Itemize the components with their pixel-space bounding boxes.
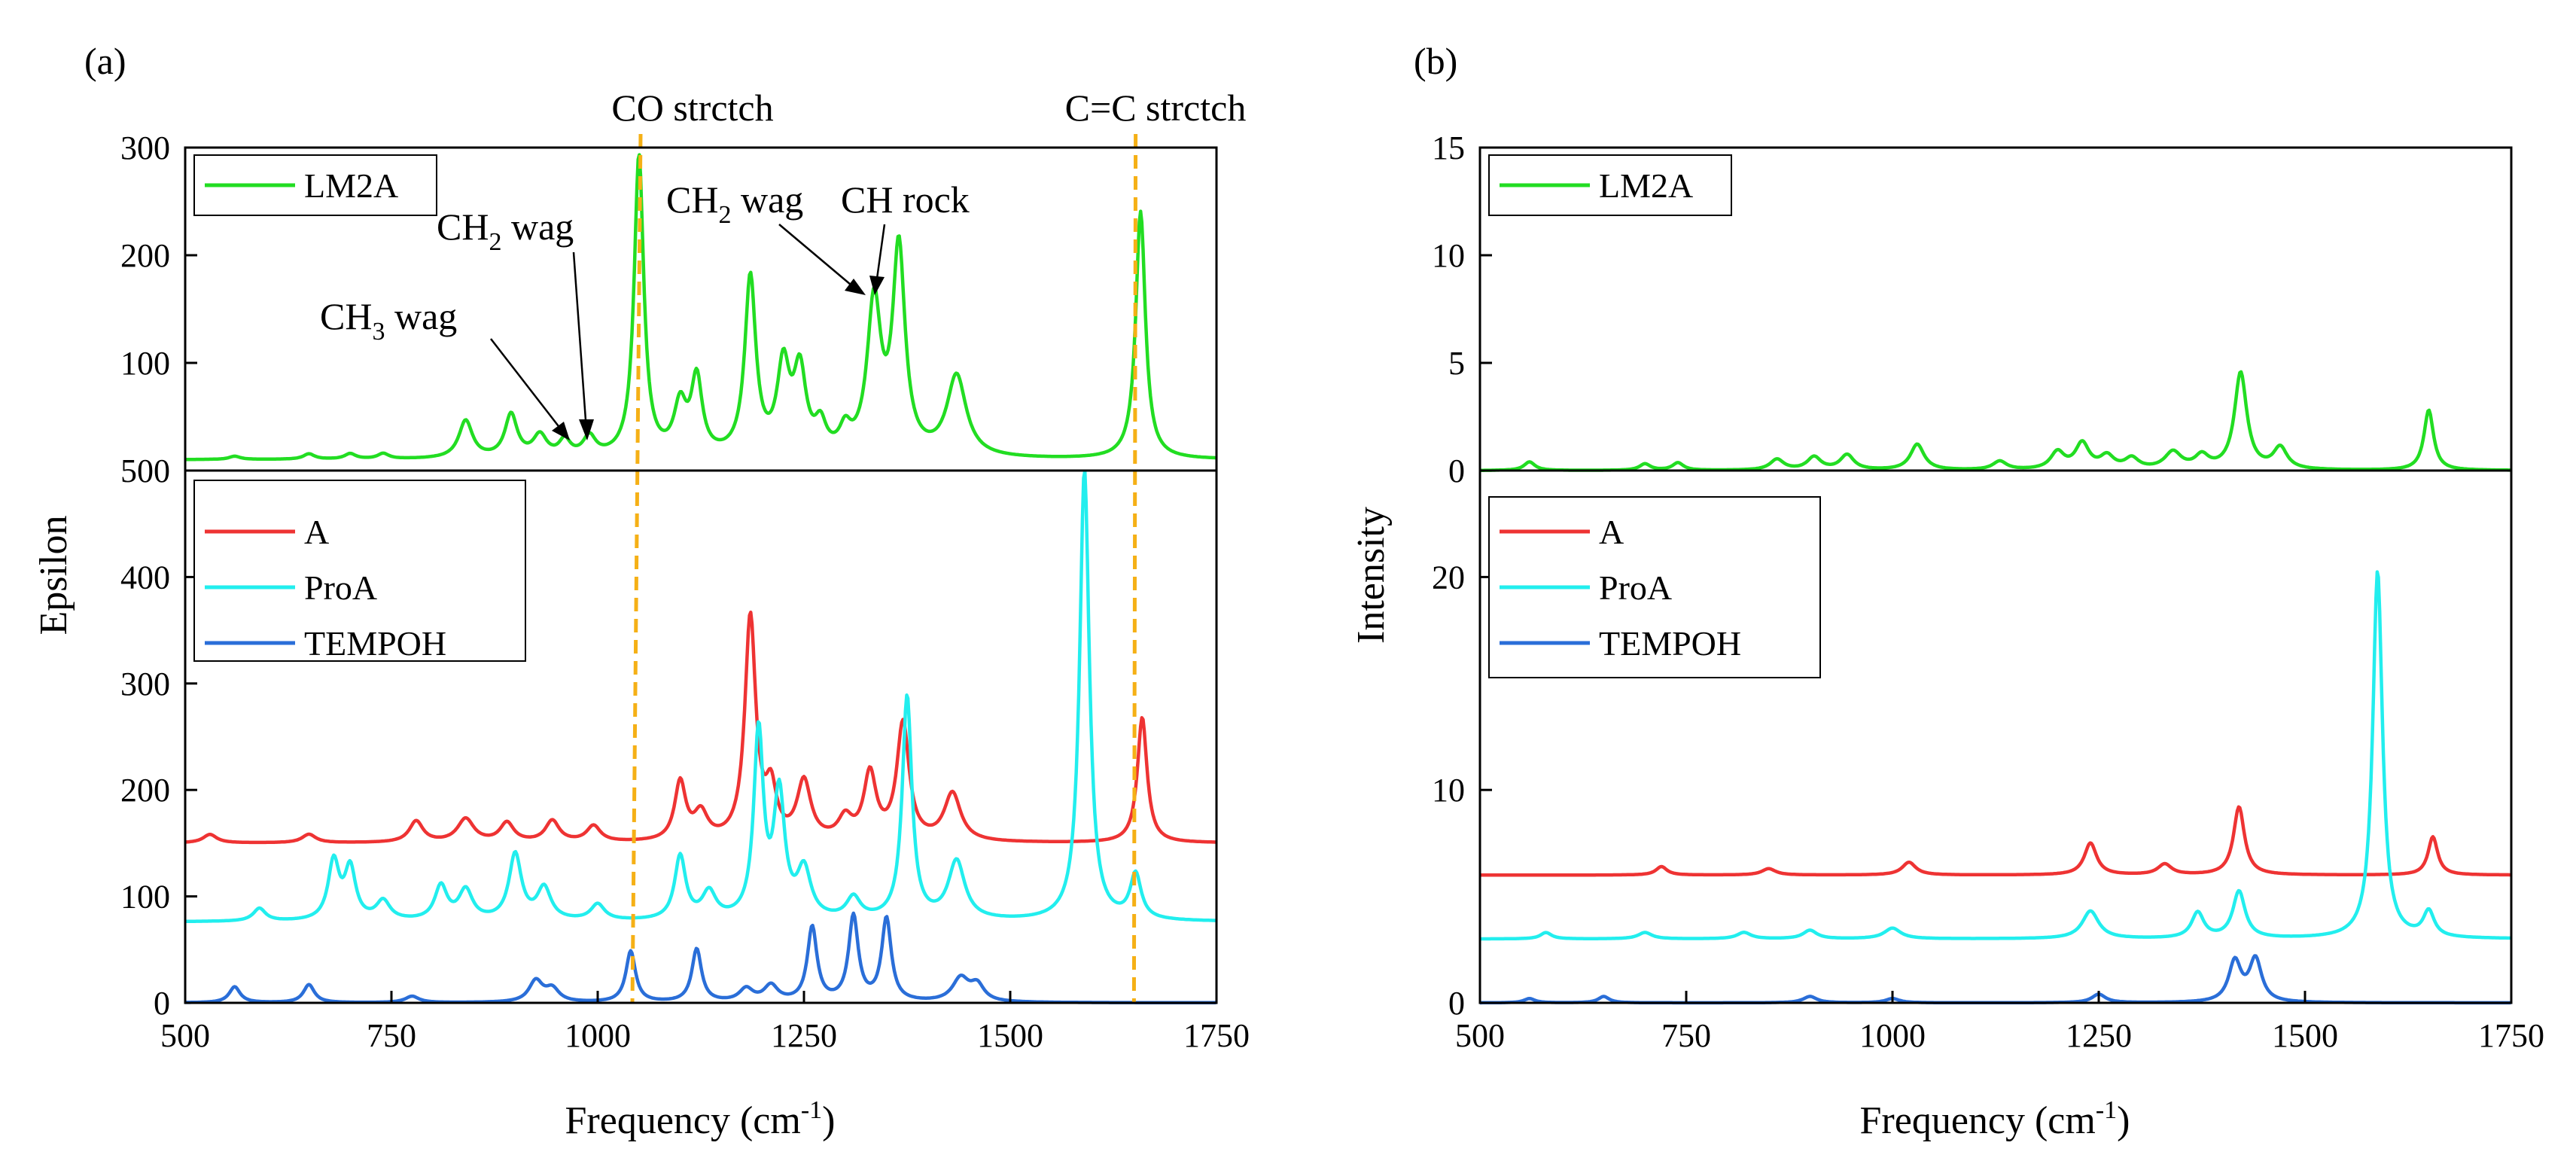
a-bottom-series-a: [184, 610, 1217, 845]
a-y-ticks: 300 200 100 500 400 300 200 100 0: [120, 129, 197, 1022]
a-marker-lines: [630, 133, 1138, 1004]
b-bot-ytick-label: 0: [1448, 985, 1465, 1022]
a-xtick-label: 1000: [565, 1017, 631, 1054]
b-bot-ytick-label: 10: [1432, 772, 1465, 809]
a-legend-proa: ProA: [304, 568, 377, 607]
a-y-axis-label: Epsilon: [32, 516, 75, 635]
a-xtick-label: 1750: [1183, 1017, 1250, 1054]
b-top-ytick-label: 0: [1448, 452, 1465, 489]
a-top-ytick-label: 100: [120, 345, 170, 382]
a-top-ytick-label: 300: [120, 129, 170, 166]
a-xtick-label: 1500: [977, 1017, 1043, 1054]
b-xtick-label: 1750: [2478, 1017, 2544, 1054]
a-plot-frame: [184, 146, 1218, 1004]
panel-a-label: (a): [84, 40, 126, 82]
b-legend-proa: ProA: [1599, 568, 1672, 607]
b-top-ytick-label: 5: [1448, 345, 1465, 382]
a-xtick-label: 500: [160, 1017, 210, 1054]
annotation-ch3-wag: CH3 wag: [320, 295, 457, 346]
b-top-legend: LM2A: [1488, 154, 1732, 216]
annotation-ch2-wag-1: CH2 wag: [437, 206, 574, 256]
ch-rock-arrow-line: [875, 224, 886, 279]
b-legend-tempoh: TEMPOH: [1599, 624, 1741, 663]
a-bot-ytick-label: 300: [120, 666, 170, 702]
a-legend-a: A: [304, 513, 329, 551]
a-bottom-legend: A ProA TEMPOH: [193, 480, 526, 663]
a-legend-lm2a: LM2A: [304, 166, 398, 205]
b-xtick-label: 1500: [2272, 1017, 2338, 1054]
a-top-series-group: [184, 153, 1217, 462]
a-x-ticks: 500 750 1000 1250 1500 1750: [160, 991, 1250, 1054]
b-bottom-series-tempoh: [1479, 954, 2512, 1005]
panel-b-label: (b): [1414, 40, 1457, 82]
b-xtick-label: 750: [1661, 1017, 1711, 1054]
a-bottom-series-tempoh: [184, 911, 1217, 1005]
a-x-axis-label: Frequency (cm-1): [565, 1096, 836, 1142]
b-legend-lm2a: LM2A: [1599, 166, 1693, 205]
a-top-legend: LM2A: [193, 154, 437, 216]
a-bottom-series-proa: [184, 469, 1217, 924]
annotation-cc-stretch: C=C strctch: [1065, 87, 1247, 129]
a-top-series-lm2a: [184, 153, 1217, 462]
a-bot-ytick-label: 100: [120, 879, 170, 916]
annotation-ch-rock: CH rock: [841, 178, 970, 221]
b-xtick-label: 500: [1455, 1017, 1505, 1054]
ch2-wag-1-arrowhead: [579, 419, 594, 440]
b-x-axis-label: Frequency (cm-1): [1860, 1096, 2130, 1142]
b-top-series-lm2a: [1479, 370, 2512, 472]
b-bot-ytick-label: 20: [1432, 559, 1465, 596]
b-bottom-series-a: [1479, 805, 2512, 877]
a-bot-ytick-label: 0: [154, 985, 170, 1022]
a-legend-tempoh: TEMPOH: [304, 624, 446, 663]
b-y-ticks: 15 10 5 0 20 10 0: [1432, 129, 1492, 1022]
b-legend-a: A: [1599, 513, 1624, 551]
ch2-wag-2-arrowhead: [845, 279, 866, 295]
b-bottom-series-proa: [1479, 570, 2512, 941]
b-x-ticks: 500 1000 1500 750 1250 1750: [1455, 991, 2544, 1054]
a-marker-line: [630, 133, 643, 1004]
ch-rock-arrowhead: [869, 276, 885, 295]
a-top-ytick-label: 200: [120, 237, 170, 274]
b-y-axis-label: Intensity: [1350, 507, 1393, 644]
ch3-wag-arrow-line: [490, 338, 562, 430]
a-bot-ytick-label: 500: [120, 452, 170, 489]
ch3-wag-arrowhead: [552, 422, 570, 440]
b-xtick-label: 1000: [1859, 1017, 1926, 1054]
b-xtick-label: 1250: [2066, 1017, 2132, 1054]
a-xtick-label: 1250: [771, 1017, 837, 1054]
a-marker-line: [1131, 133, 1138, 1004]
b-plot-frame: [1478, 146, 2513, 1004]
b-bottom-legend: A ProA TEMPOH: [1488, 496, 1821, 678]
annotation-co-stretch: CO strctch: [611, 87, 773, 129]
ch2-wag-2-arrow-line: [778, 224, 851, 285]
a-xtick-label: 750: [367, 1017, 416, 1054]
a-bot-ytick-label: 200: [120, 772, 170, 809]
ch2-wag-1-arrow-line: [572, 251, 587, 421]
b-top-series-group: [1479, 370, 2512, 472]
annotation-ch2-wag-2: CH2 wag: [666, 178, 803, 229]
b-top-ytick-label: 10: [1432, 237, 1465, 274]
a-bot-ytick-label: 400: [120, 559, 170, 596]
b-top-ytick-label: 15: [1432, 129, 1465, 166]
